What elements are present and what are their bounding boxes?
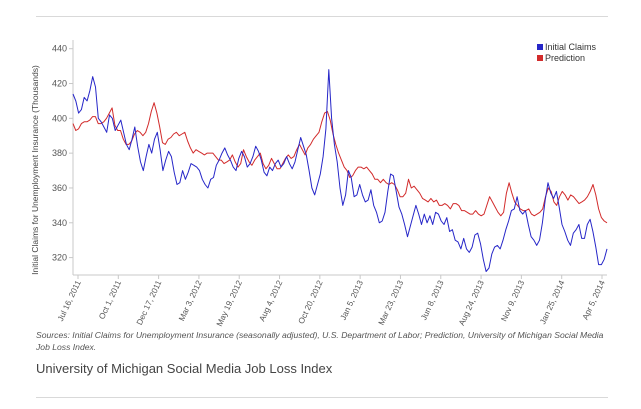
x-tick-label: Apr 5, 2014 [581,279,607,322]
y-tick-label: 440 [52,44,67,54]
y-tick-label: 360 [52,183,67,193]
bottom-divider [36,397,608,398]
legend-label: Prediction [545,53,585,63]
x-tick-label: Nov 9, 2013 [499,279,526,323]
y-tick-label: 340 [52,218,67,228]
x-tick-label: Mar 23, 2013 [377,279,406,327]
y-tick-label: 400 [52,113,67,123]
x-tick-label: Oct 1, 2011 [97,279,123,321]
y-ticks: 320 340 360 380 400 420 440 [52,44,73,263]
series-line-initial-claims [72,69,608,272]
y-axis-label: Initial Claims for Unemployment Insuranc… [30,65,40,275]
chart-caption: University of Michigan Social Media Job … [36,361,333,376]
y-tick-label: 320 [52,253,67,263]
x-tick-label: Oct 20, 2012 [297,279,325,326]
y-tick-label: 380 [52,148,67,158]
x-tick-label: May 19, 2012 [215,279,244,328]
legend-swatch [537,55,543,61]
source-note: Sources: Initial Claims for Unemployment… [36,330,604,352]
series-line-prediction [72,102,608,224]
x-tick-label: Jul 16, 2011 [56,279,83,323]
x-tick-label: Jun 8, 2013 [419,279,445,322]
x-tick-label: Aug 4, 2012 [258,279,285,323]
x-tick-label: Aug 24, 2013 [457,279,486,327]
x-tick-label: Dec 17, 2011 [135,279,164,327]
series-lines [72,69,608,272]
x-tick-label: Jan 25, 2014 [538,279,566,326]
y-tick-label: 420 [52,79,67,89]
legend-label: Initial Claims [545,42,597,52]
x-tick-label: Mar 3, 2012 [177,279,204,323]
line-chart: 320 340 360 380 400 420 440 Jul 16, 2011 Oct 1,… [30,40,608,328]
top-divider [36,16,608,17]
legend-swatch [537,44,543,50]
x-ticks: Jul 16, 2011 Oct 1, 2011 Dec 17, 2011 Mar 3… [56,275,607,328]
x-tick-label: Jan 5, 2013 [339,279,365,322]
